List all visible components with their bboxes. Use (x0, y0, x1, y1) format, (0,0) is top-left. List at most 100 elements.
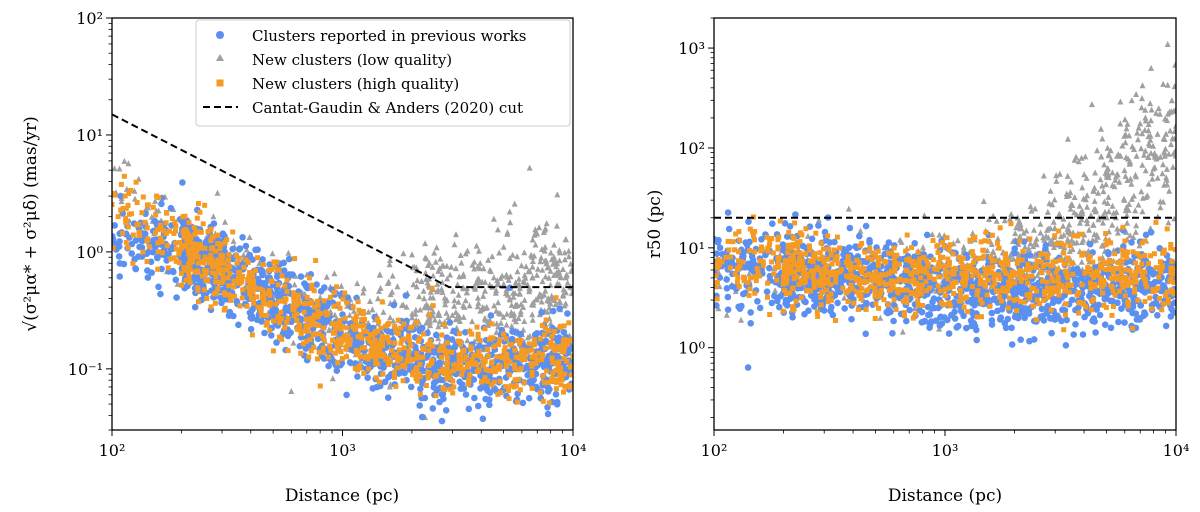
previous-point (882, 244, 890, 251)
high-point (414, 378, 420, 384)
low-point (1008, 210, 1015, 217)
low-point (1160, 80, 1167, 87)
previous-point (526, 378, 533, 386)
high-point (182, 266, 188, 271)
low-point (152, 197, 159, 204)
high-point (365, 356, 371, 362)
high-point (309, 282, 315, 288)
low-point (534, 230, 541, 237)
high-point (997, 276, 1003, 282)
high-point (990, 264, 995, 270)
low-point (1116, 178, 1123, 185)
high-point (247, 289, 253, 295)
high-point (361, 316, 367, 322)
low-point (431, 316, 438, 323)
low-point (521, 249, 528, 256)
previous-point (1020, 238, 1028, 245)
high-point (331, 303, 337, 309)
high-point (308, 320, 314, 326)
low-point (360, 285, 367, 292)
high-point (392, 375, 397, 380)
high-point (122, 193, 128, 199)
low-point (376, 287, 382, 294)
previous-point (229, 245, 236, 253)
low-point (464, 247, 471, 254)
low-point (329, 375, 336, 382)
high-point (1080, 300, 1086, 306)
high-point (306, 354, 312, 360)
low-point (537, 291, 544, 298)
high-point (925, 264, 931, 270)
low-point (1136, 242, 1143, 249)
low-point (474, 303, 481, 310)
low-point (121, 157, 128, 164)
previous-point (1128, 239, 1135, 246)
low-point (480, 292, 487, 299)
high-point (290, 303, 296, 309)
low-point (1060, 222, 1066, 229)
low-point (1171, 215, 1176, 222)
high-point (266, 290, 272, 296)
high-point (870, 278, 876, 284)
high-point (267, 299, 273, 305)
high-point (451, 384, 457, 390)
high-point (501, 348, 507, 354)
high-point (1012, 280, 1018, 286)
high-point (471, 352, 477, 358)
previous-point (789, 314, 796, 321)
low-point (542, 287, 549, 294)
previous-point (517, 330, 524, 338)
y-tick-label: 10² (76, 9, 103, 28)
y-tick-label: 10⁰ (76, 243, 103, 262)
high-point (562, 336, 568, 342)
low-point (1124, 120, 1131, 127)
low-point (1090, 187, 1097, 194)
high-point (531, 337, 537, 343)
previous-point (144, 267, 151, 274)
high-point (549, 356, 555, 361)
low-point (1172, 61, 1176, 68)
low-point (435, 323, 442, 330)
previous-point (261, 329, 268, 337)
high-point (185, 247, 191, 253)
high-point (393, 383, 399, 389)
high-point (469, 357, 475, 363)
high-point (169, 216, 175, 221)
high-point (430, 303, 436, 309)
previous-point (384, 394, 392, 402)
low-point (1064, 172, 1071, 179)
high-point (294, 311, 300, 317)
high-point (520, 347, 525, 353)
high-point (521, 380, 527, 386)
previous-point (1079, 331, 1087, 338)
high-point (417, 391, 423, 397)
high-point (515, 367, 521, 373)
high-point (309, 286, 315, 291)
previous-point (365, 323, 373, 331)
high-point (874, 277, 880, 283)
high-point (537, 390, 543, 395)
previous-point (259, 256, 266, 263)
high-point (339, 338, 345, 344)
high-point (568, 372, 573, 378)
high-point (271, 259, 277, 265)
previous-point (1096, 311, 1104, 319)
low-point (1084, 220, 1091, 227)
low-point (532, 226, 539, 233)
high-point (969, 249, 975, 255)
low-point (1099, 135, 1106, 142)
high-point (988, 254, 994, 260)
low-point (1128, 97, 1135, 104)
high-point (231, 278, 237, 284)
high-point (247, 270, 253, 275)
low-point (539, 278, 546, 285)
low-point (544, 297, 551, 304)
high-point (244, 303, 250, 309)
high-point (192, 269, 198, 275)
low-point (523, 263, 530, 270)
high-point (1132, 286, 1138, 292)
previous-point (115, 253, 123, 260)
previous-point (258, 318, 265, 325)
previous-point (430, 379, 438, 387)
high-point (187, 266, 193, 272)
